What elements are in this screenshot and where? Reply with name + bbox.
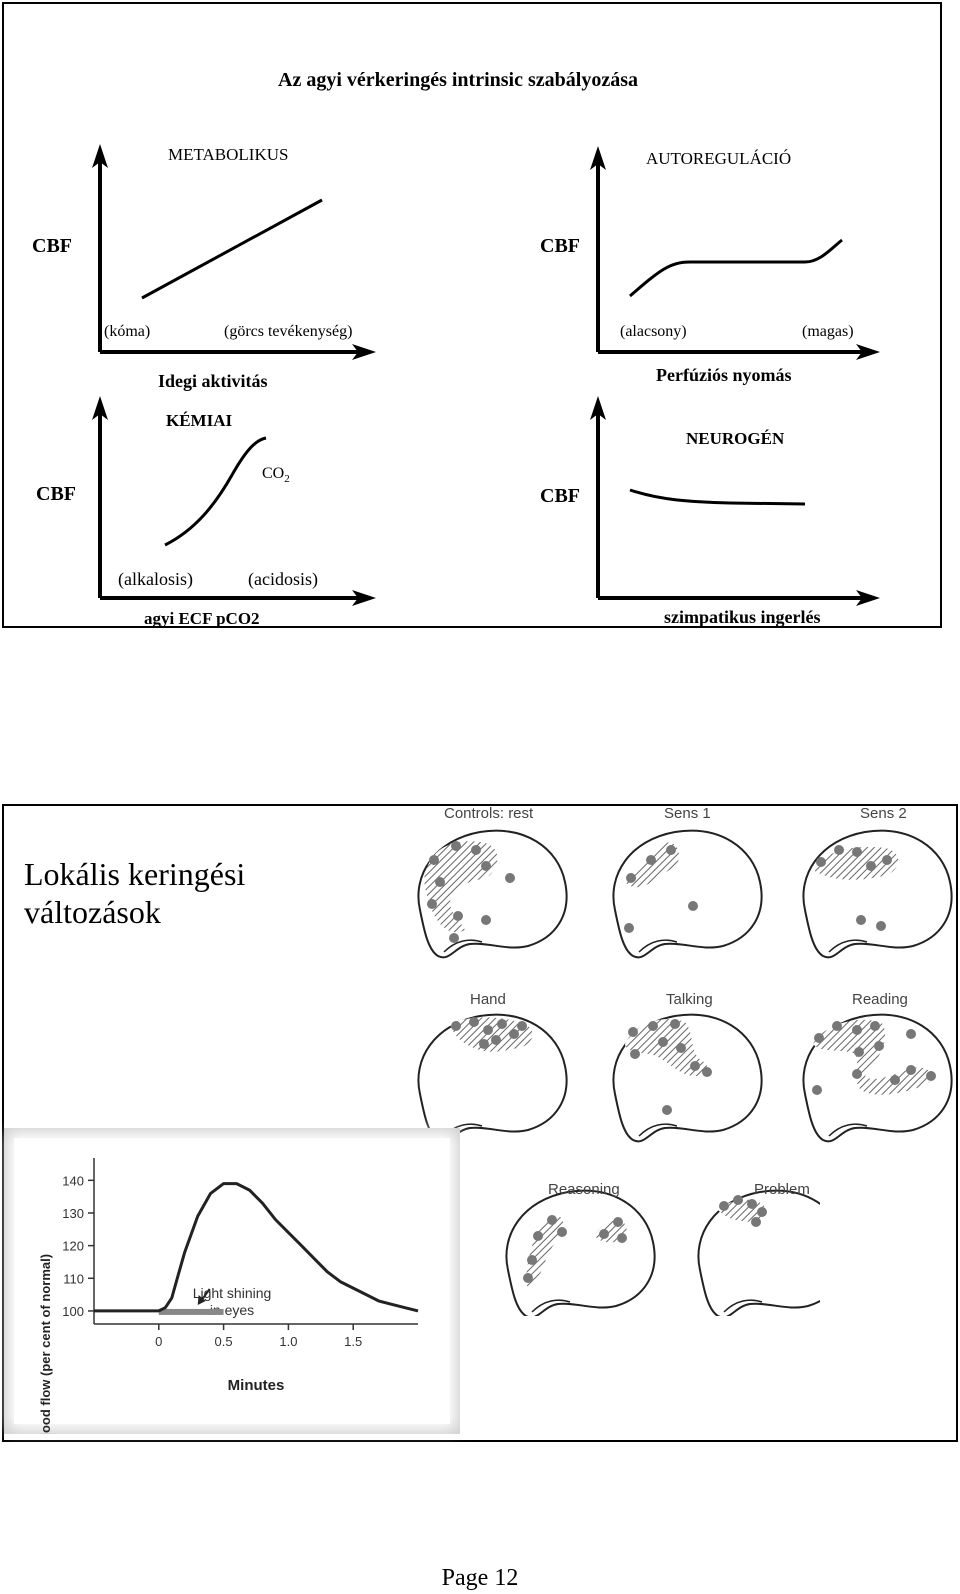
control-diagrams [92, 144, 880, 606]
brain-problem [697, 1189, 820, 1316]
autoreg-axes [590, 146, 880, 360]
neurogenic-axes [590, 396, 880, 606]
neurogenic-heading: NEUROGÉN [686, 429, 785, 448]
chart-xlabel: Minutes [228, 1377, 285, 1394]
brain-label-sens-2: Sens 2 [860, 805, 907, 822]
x-tick-label-0.5: 0.5 [215, 1334, 233, 1349]
metabolic-left-note: (kóma) [104, 323, 151, 340]
slide-2-title-line-2: változások [24, 894, 161, 930]
chemical-curve-label: CO2 [262, 466, 290, 485]
slide-title: Az agyi vérkeringés intrinsic szabályozá… [278, 69, 638, 91]
brain-label-hand: Hand [470, 991, 506, 1008]
co-subscript: 2 [284, 473, 290, 486]
neurogenic-xlabel: szimpatikus ingerlés [664, 607, 821, 627]
slide-2-frame [2, 804, 958, 1442]
brain-sens-2 [802, 829, 953, 959]
brain-maps-row-3 [505, 1189, 820, 1316]
chemical-right-note: (acidosis) [248, 569, 318, 589]
x-tick-label-1.5: 1.5 [344, 1334, 362, 1349]
brain-controls-rest [417, 829, 568, 959]
page-number: Page 12 [441, 1565, 519, 1591]
x-tick-label-1.0: 1.0 [279, 1334, 297, 1349]
slide-1-frame [2, 2, 942, 628]
y-tick-label-120: 120 [62, 1239, 84, 1254]
brain-reasoning [505, 1189, 656, 1316]
brain-label-talking: Talking [666, 991, 713, 1008]
chemical-left-note: (alkalosis) [118, 569, 193, 589]
stimulus-bar [158, 1308, 224, 1315]
brain-label-reading: Reading [852, 991, 908, 1008]
flow-series-line [94, 1182, 419, 1313]
autoreg-xlabel: Perfúziós nyomás [656, 365, 792, 385]
y-tick-label-100: 100 [62, 1304, 84, 1319]
metabolic-heading: METABOLIKUS [168, 145, 289, 164]
annotation-arrow-head [197, 1294, 206, 1305]
brain-sens-1 [612, 829, 763, 959]
metabolic-axes [92, 144, 376, 360]
chemical-curve [164, 436, 267, 547]
autoreg-curve [629, 238, 843, 298]
co-text: CO [262, 465, 285, 482]
brain-maps [417, 829, 953, 1143]
chemical-heading: KÉMIAI [166, 411, 233, 430]
neurogenic-ylabel: CBF [540, 485, 580, 507]
chemical-ylabel: CBF [36, 483, 76, 505]
y-tick-label-140: 140 [62, 1173, 84, 1188]
metabolic-xlabel: Idegi aktivitás [158, 371, 268, 391]
autoreg-heading: AUTOREGULÁCIÓ [646, 149, 792, 168]
metabolic-right-note: (görcs tevékenység) [224, 323, 353, 340]
brain-hand [417, 1013, 568, 1143]
slide-2-title-line-1: Lokális keringési [24, 856, 246, 892]
blood-flow-chart: Blood flow (per cent of normal) Minutes … [38, 1158, 419, 1434]
blood-flow-chart-panel [4, 1128, 460, 1434]
metabolic-ylabel: CBF [32, 235, 72, 257]
autoreg-right-note: (magas) [802, 323, 854, 340]
brain-label-controls-rest: Controls: rest [444, 805, 534, 822]
y-tick-label-110: 110 [63, 1271, 84, 1286]
chart-annotation-line-1: Light shining [193, 1285, 272, 1301]
metabolic-curve [141, 198, 323, 300]
brain-label-problem: Problem [754, 1181, 810, 1198]
chart-ylabel: Blood flow (per cent of normal) [38, 1254, 53, 1434]
brain-label-reasoning: Reasoning [548, 1181, 620, 1198]
y-tick-label-130: 130 [62, 1206, 84, 1221]
brain-label-sens-1: Sens 1 [664, 805, 711, 822]
x-tick-label-0: 0 [155, 1334, 162, 1349]
brain-reading [802, 1013, 953, 1143]
chemical-xlabel: agyi ECF pCO2 [144, 609, 260, 628]
autoreg-left-note: (alacsony) [620, 323, 687, 340]
neurogenic-curve [629, 488, 806, 506]
chemical-axes [92, 396, 376, 606]
brain-talking [612, 1013, 763, 1143]
autoreg-ylabel: CBF [540, 235, 580, 257]
